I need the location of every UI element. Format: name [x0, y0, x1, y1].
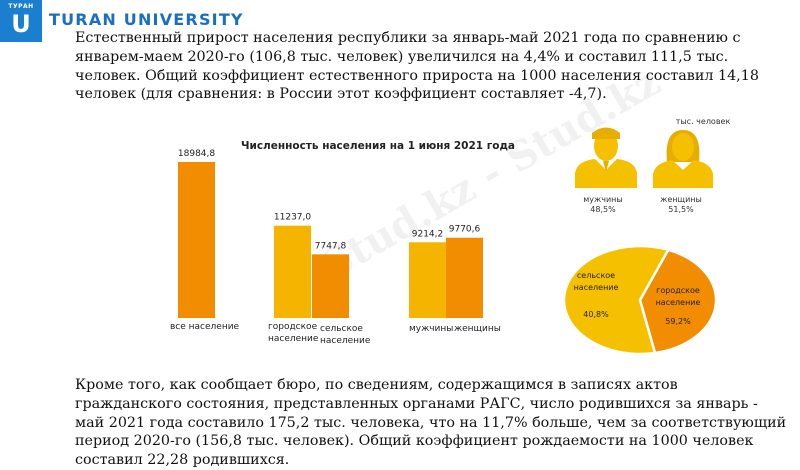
pie-slice-label: население	[656, 298, 701, 307]
bar-value-label: 7747,8	[315, 241, 347, 251]
bar-value-label: 9214,2	[412, 229, 444, 239]
bar-category-label: сельское	[320, 324, 363, 334]
university-logo: ТУРАН U	[0, 0, 42, 42]
bar-1	[274, 225, 311, 318]
bar-value-label: 11237,0	[274, 213, 311, 223]
bar-2	[312, 254, 349, 318]
bar-3	[409, 242, 446, 318]
bar-category-label: городское	[268, 322, 318, 332]
male-person-icon	[575, 127, 637, 188]
pie-slice-label: сельское	[577, 271, 615, 280]
female-person-icon	[653, 130, 713, 188]
intro-paragraph: Естественный прирост населения республик…	[75, 30, 759, 103]
outro-paragraph: Кроме того, как сообщает бюро, по сведен…	[75, 377, 787, 469]
bar-4	[446, 237, 483, 318]
bar-value-label: 9770,6	[449, 225, 481, 235]
pie-slice-value: 59,2%	[665, 317, 691, 326]
bar-category-label: все население	[170, 322, 240, 332]
pie-slice-value: 40,8%	[583, 310, 609, 319]
pie-slice-label: население	[574, 283, 619, 292]
university-name: TURAN UNIVERSITY	[49, 10, 244, 29]
bar-value-label: 18984,8	[178, 149, 215, 159]
pie-slice-1	[562, 244, 671, 356]
logo-caption: ТУРАН	[8, 3, 34, 10]
male-label: мужчины	[583, 195, 622, 204]
female-label: женщины	[660, 195, 702, 204]
bar-chart-title: Численность населения на 1 июня 2021 год…	[241, 140, 515, 152]
male-percent: 48,5%	[590, 205, 616, 214]
bar-category-label: женщины	[454, 324, 501, 334]
bar-category-label: мужчины	[409, 324, 453, 334]
gender-unit-label: тыс. человек	[676, 117, 731, 126]
pie-slice-label: городское	[656, 286, 700, 295]
bar-0	[178, 162, 215, 318]
bar-category-label: население	[320, 336, 371, 346]
bar-category-label: население	[268, 334, 319, 344]
pie-slice-0	[638, 248, 718, 355]
logo-letter: U	[11, 10, 31, 38]
female-percent: 51,5%	[668, 205, 694, 214]
population-infographic: Численность населения на 1 июня 2021 год…	[170, 117, 731, 356]
